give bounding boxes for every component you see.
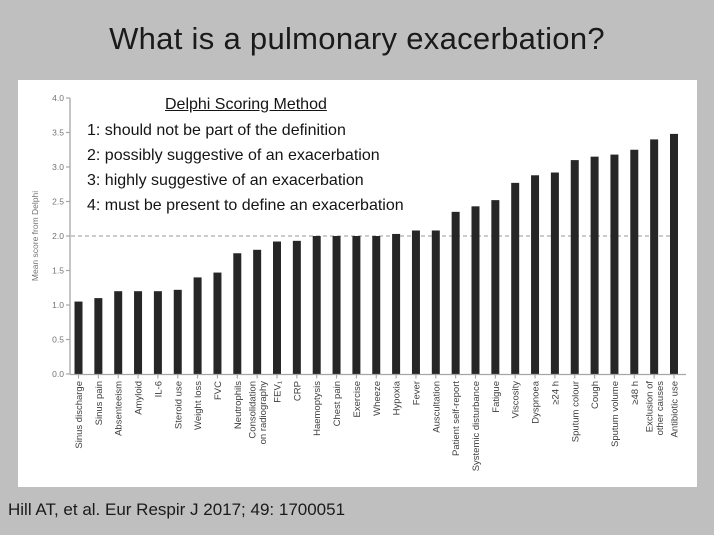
annotation-line-1: 1: should not be part of the definition [87,122,346,139]
svg-text:Neutrophils: Neutrophils [233,381,244,429]
svg-text:Haemoptysis: Haemoptysis [312,381,323,436]
svg-text:CRP: CRP [292,381,303,401]
annotation-line-2: 2: possibly suggestive of an exacerbatio… [87,147,380,164]
svg-text:Sputum volume: Sputum volume [610,381,621,447]
svg-text:Viscosity: Viscosity [511,381,522,419]
svg-text:Sinus pain: Sinus pain [94,381,105,425]
svg-text:Consolidation: Consolidation [248,381,259,439]
svg-text:Mean score from Delphi: Mean score from Delphi [30,191,40,281]
svg-text:Sinus discharge: Sinus discharge [74,381,85,449]
svg-text:other causes: other causes [655,381,666,436]
svg-text:Cough: Cough [590,381,601,409]
svg-text:on radiography: on radiography [258,381,269,445]
svg-text:≥48 h: ≥48 h [630,381,641,405]
svg-text:Systemic disturbance: Systemic disturbance [471,381,482,471]
svg-text:2.0: 2.0 [52,231,64,241]
slide-title: What is a pulmonary exacerbation? [109,21,605,56]
svg-text:Weight loss: Weight loss [193,381,204,430]
svg-text:Hypoxia: Hypoxia [392,380,403,415]
annotation-heading: Delphi Scoring Method [165,96,327,113]
svg-text:Sputum colour: Sputum colour [570,381,581,442]
svg-text:3.5: 3.5 [52,128,64,138]
svg-text:Patient self-report: Patient self-report [451,381,462,456]
svg-text:4.0: 4.0 [52,93,64,103]
citation: Hill AT, et al. Eur Respir J 2017; 49: 1… [8,500,346,519]
svg-text:Fever: Fever [411,381,422,405]
svg-text:0.5: 0.5 [52,335,64,345]
svg-text:1.0: 1.0 [52,300,64,310]
svg-text:Exercise: Exercise [352,381,363,417]
svg-text:Amyloid: Amyloid [134,381,145,415]
chart-panel: 0.0 0.5 1.0 1.5 2.0 2.5 3.0 3.5 4.0 Sinus dischar… [18,80,697,487]
delphi-annotation: Delphi Scoring Method 1: should not be p… [87,92,404,218]
svg-text:2.5: 2.5 [52,197,64,207]
svg-text:FEV₁: FEV₁ [273,381,284,403]
annotation-line-4: 4: must be present to define an exacerba… [87,197,404,214]
svg-text:FVC: FVC [213,381,224,400]
svg-text:1.5: 1.5 [52,266,64,276]
svg-text:Auscultation: Auscultation [431,381,442,433]
svg-text:IL-6: IL-6 [153,381,164,397]
annotation-line-3: 3: highly suggestive of an exacerbation [87,172,364,189]
svg-text:Chest pain: Chest pain [332,381,343,426]
svg-text:Wheeze: Wheeze [372,381,383,416]
delphi-bar-chart: 0.0 0.5 1.0 1.5 2.0 2.5 3.0 3.5 4.0 Sinus dischar… [30,93,686,471]
svg-text:0.0: 0.0 [52,369,64,379]
svg-text:Dyspnoea: Dyspnoea [531,380,542,423]
svg-text:3.0: 3.0 [52,162,64,172]
svg-text:Antibiotic use: Antibiotic use [670,381,681,438]
svg-text:Absenteeism: Absenteeism [114,381,125,436]
svg-text:≥24 h: ≥24 h [550,381,561,405]
svg-text:Steroid use: Steroid use [173,381,184,429]
svg-text:Exclusion of: Exclusion of [645,381,656,433]
svg-text:Fatigue: Fatigue [491,381,502,413]
